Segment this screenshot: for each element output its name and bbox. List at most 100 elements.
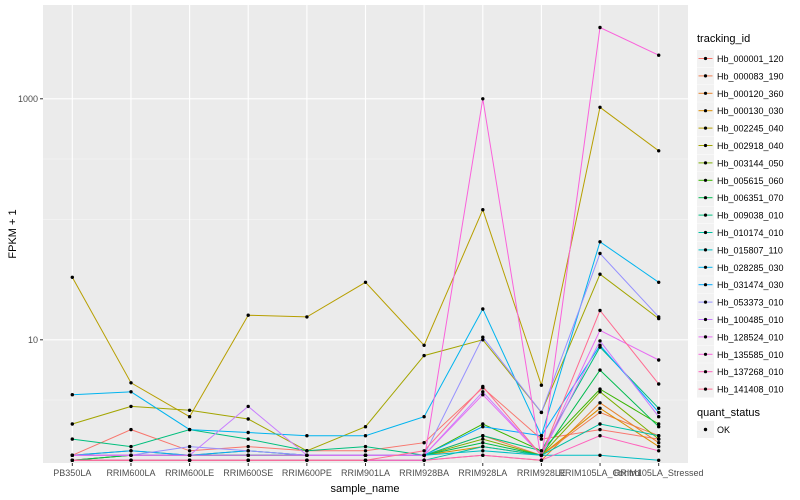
point-Hb_031474_030-1 — [129, 449, 133, 453]
point-Hb_141408_010-2 — [187, 458, 192, 462]
point-Hb_002245_040-9 — [598, 105, 602, 110]
point-Hb_010174_010-10 — [657, 434, 661, 438]
legend-key-point-4 — [703, 126, 708, 130]
point-Hb_009038_010-0 — [70, 437, 75, 441]
legend-key-point-17 — [703, 352, 708, 356]
legend-label-3: Hb_000130_030 — [717, 106, 784, 116]
point-Hb_009038_010-8 — [539, 449, 544, 453]
point-Hb_005615_060-9 — [598, 387, 602, 391]
point-Hb_031474_030-9 — [598, 343, 602, 347]
point-Hb_028285_030-5 — [363, 434, 368, 438]
legend-key-point-18 — [703, 370, 708, 374]
point-Hb_141408_010-6 — [422, 449, 426, 453]
point-Hb_128524_010-5 — [363, 453, 368, 457]
point-Hb_002245_040-4 — [305, 315, 309, 319]
point-Hb_137268_010-10 — [657, 449, 661, 453]
legend-label-1: Hb_000083_190 — [717, 71, 784, 81]
point-Hb_002245_040-0 — [70, 275, 75, 279]
point-Hb_100485_010-9 — [598, 339, 602, 343]
legend-key-point-5 — [703, 143, 708, 148]
x-tick-label-4: RRIM600PE — [282, 468, 332, 478]
point-Hb_009038_010-4 — [305, 449, 309, 453]
legend: tracking_id Hb_000001_120 Hb_000083_190 Hb… — [697, 33, 784, 438]
point-Hb_002245_040-2 — [187, 415, 192, 419]
point-Hb_053373_010-10 — [657, 315, 661, 319]
point-Hb_000120_360-9 — [598, 401, 602, 405]
point-Hb_002918_040-1 — [129, 404, 133, 409]
point-Hb_006351_070-7 — [481, 441, 485, 445]
point-Hb_128524_010-6 — [422, 453, 426, 457]
point-Hb_137268_010-9 — [598, 434, 602, 438]
legend-label-16: Hb_128524_010 — [717, 332, 784, 342]
legend-label-10: Hb_010174_010 — [717, 228, 784, 238]
point-Hb_141408_010-9 — [598, 308, 602, 313]
legend-label-13: Hb_031474_030 — [717, 280, 784, 290]
point-Hb_002918_040-7 — [481, 338, 485, 342]
x-tick-label-7: RRIM928LA — [458, 468, 507, 478]
point-Hb_002245_040-5 — [363, 280, 368, 284]
point-Hb_053373_010-2 — [187, 444, 192, 449]
x-tick-label-0: PB350LA — [53, 468, 91, 478]
point-Hb_128524_010-3 — [246, 453, 250, 457]
point-Hb_028285_030-0 — [70, 393, 75, 397]
legend-key-point-2 — [703, 91, 708, 95]
x-tick-label-2: RRIM600LE — [165, 468, 214, 478]
legend-key-point-6 — [703, 161, 708, 165]
x-axis-ticks: PB350LA RRIM600LA RRIM600LE RRIM600SE RRIM60… — [53, 463, 703, 478]
legend-label-8: Hb_006351_070 — [717, 193, 784, 203]
point-Hb_002918_040-9 — [598, 272, 602, 276]
point-Hb_015807_110-7 — [481, 449, 485, 453]
point-Hb_002245_040-8 — [539, 383, 544, 387]
legend-key-point-0 — [703, 56, 708, 61]
legend-key-point-15 — [703, 317, 708, 322]
point-Hb_000001_120-1 — [129, 427, 133, 432]
point-Hb_128524_010-10 — [657, 358, 661, 362]
point-Hb_009038_010-3 — [246, 437, 250, 441]
point-Hb_137268_010-8 — [539, 458, 544, 462]
point-Hb_028285_030-3 — [246, 430, 250, 435]
point-Hb_141408_010-0 — [70, 458, 75, 462]
point-Hb_031474_030-10 — [657, 410, 661, 415]
grid-major — [43, 5, 688, 463]
legend-key-point-8 — [703, 196, 708, 200]
point-Hb_015807_110-10 — [657, 458, 661, 462]
legend-label-2: Hb_000120_360 — [717, 89, 784, 99]
point-Hb_002918_040-3 — [246, 417, 250, 421]
point-Hb_002918_040-0 — [70, 422, 75, 426]
data-points — [70, 25, 661, 462]
legend-key-point-13 — [703, 283, 708, 287]
x-tick-label-8: RRIM928LE — [517, 468, 566, 478]
point-Hb_028285_030-10 — [657, 280, 661, 284]
point-Hb_000001_120-8 — [539, 437, 544, 441]
legend-key-point-16 — [703, 335, 708, 339]
legend-label-11: Hb_015807_110 — [717, 245, 783, 255]
point-Hb_141408_010-1 — [129, 458, 133, 462]
point-Hb_141408_010-3 — [246, 458, 250, 462]
point-Hb_141408_010-5 — [363, 458, 368, 462]
y-tick-label-0: 10 — [28, 335, 38, 345]
point-Hb_009038_010-5 — [363, 444, 368, 449]
legend-label-14: Hb_053373_010 — [717, 298, 784, 308]
legend-key-point-7 — [703, 178, 708, 182]
legend-label-9: Hb_009038_010 — [717, 211, 784, 221]
x-tick-label-9: RRIM105LA_Control — [559, 468, 642, 478]
legend2-title: quant_status — [697, 407, 760, 419]
point-Hb_000001_120-6 — [422, 441, 426, 445]
point-Hb_135585_010-9 — [598, 25, 602, 30]
legend-label-18: Hb_137268_010 — [717, 367, 784, 377]
point-Hb_100485_010-10 — [657, 415, 661, 419]
legend-label-7: Hb_005615_060 — [717, 176, 784, 186]
point-Hb_028285_030-2 — [187, 427, 192, 432]
legend-label-0: Hb_000001_120 — [717, 54, 784, 64]
x-tick-label-3: RRIM600SE — [223, 468, 273, 478]
legend-title: tracking_id — [697, 33, 750, 45]
point-Hb_003144_050-7 — [481, 437, 485, 441]
point-Hb_002245_040-3 — [246, 313, 250, 317]
point-Hb_100485_010-3 — [246, 404, 250, 409]
point-Hb_002245_040-7 — [481, 208, 485, 212]
point-Hb_053373_010-7 — [481, 335, 485, 339]
x-tick-label-10: RRIM105LA_Stressed — [614, 468, 704, 478]
point-Hb_053373_010-8 — [539, 410, 544, 415]
point-Hb_000130_030-9 — [598, 406, 602, 410]
point-Hb_141408_010-4 — [305, 458, 309, 462]
